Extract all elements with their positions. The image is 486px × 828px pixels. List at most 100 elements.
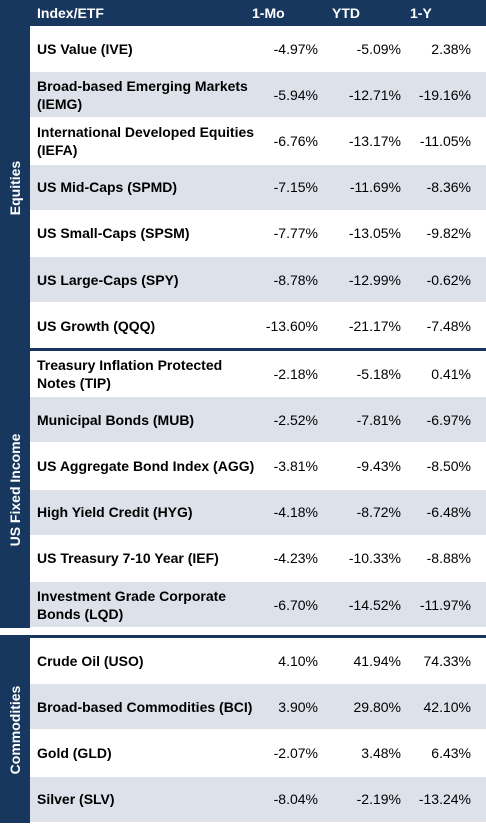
row-ytd: -5.18% bbox=[356, 365, 401, 382]
row-1-mo: -13.60% bbox=[265, 317, 318, 334]
row-name: International Developed Equities (IEFA) bbox=[37, 123, 255, 158]
table-row: US Treasury 7-10 Year (IEF) -4.23% -10.33%… bbox=[30, 535, 486, 582]
row-1-mo: -4.18% bbox=[273, 504, 318, 521]
row-ytd: -11.69% bbox=[349, 179, 401, 196]
row-ytd: -8.72% bbox=[356, 504, 401, 521]
header-index-etf: Index/ETF bbox=[37, 5, 104, 21]
table-row: Crude Oil (USO) 4.10% 41.94% 74.33% bbox=[30, 638, 486, 684]
row-ytd: 29.80% bbox=[353, 698, 401, 715]
row-ytd: -10.33% bbox=[348, 550, 401, 567]
row-ytd: -13.17% bbox=[348, 132, 401, 149]
section-commodities: Commodities Crude Oil (USO) 4.10% 41.94% 74.… bbox=[0, 638, 486, 823]
row-1-y: -6.97% bbox=[426, 411, 471, 428]
row-1-y: -8.50% bbox=[426, 457, 471, 474]
row-1-y: -6.48% bbox=[426, 504, 471, 521]
row-1-y: -7.48% bbox=[426, 317, 471, 334]
row-ytd: -2.19% bbox=[356, 791, 401, 808]
table-row: US Large-Caps (SPY) -8.78% -12.99% -0.62% bbox=[30, 257, 486, 303]
row-name: US Large-Caps (SPY) bbox=[37, 271, 179, 288]
row-1-y: 0.41% bbox=[431, 365, 471, 382]
section-label-text: Commodities bbox=[7, 686, 23, 775]
row-1-y: -19.16% bbox=[418, 86, 471, 103]
table-row: Broad-based Emerging Markets (IEMG) -5.94… bbox=[30, 72, 486, 119]
row-name: Broad-based Emerging Markets (IEMG) bbox=[37, 77, 248, 112]
row-1-y: -11.97% bbox=[419, 596, 471, 613]
row-1-y: 74.33% bbox=[423, 652, 471, 669]
section-label-us-fixed-income: US Fixed Income bbox=[0, 351, 30, 629]
row-name: Crude Oil (USO) bbox=[37, 652, 144, 669]
row-name: US Aggregate Bond Index (AGG) bbox=[37, 457, 255, 474]
table-row: International Developed Equities (IEFA) -… bbox=[30, 118, 486, 165]
table-row: Treasury Inflation Protected Notes (TIP)… bbox=[30, 351, 486, 397]
section-label-commodities: Commodities bbox=[0, 638, 30, 823]
row-ytd: -9.43% bbox=[356, 457, 401, 474]
row-ytd: -14.52% bbox=[348, 596, 401, 613]
section-label-equities: Equities bbox=[0, 26, 30, 350]
row-1-mo: 4.10% bbox=[278, 652, 318, 669]
row-ytd: -13.05% bbox=[348, 225, 401, 242]
row-1-mo: -3.81% bbox=[273, 457, 318, 474]
table-row: US Value (IVE) -4.97% -5.09% 2.38% bbox=[30, 26, 486, 72]
row-1-y: -11.05% bbox=[419, 132, 471, 149]
section-label-text: US Fixed Income bbox=[7, 433, 23, 546]
section-divider bbox=[0, 635, 486, 638]
row-1-y: 2.38% bbox=[431, 40, 471, 57]
row-1-y: -9.82% bbox=[426, 225, 471, 242]
row-name: US Value (IVE) bbox=[37, 40, 133, 57]
row-1-mo: -6.76% bbox=[273, 132, 318, 149]
row-1-mo: 3.90% bbox=[278, 698, 318, 715]
row-ytd: 3.48% bbox=[361, 744, 401, 761]
row-name: Treasury Inflation Protected Notes (TIP) bbox=[37, 356, 223, 391]
row-name: Silver (SLV) bbox=[37, 791, 115, 808]
table-row: US Mid-Caps (SPMD) -7.15% -11.69% -8.36% bbox=[30, 164, 486, 211]
table-row: Investment Grade Corporate Bonds (LQD) -6… bbox=[30, 582, 486, 628]
table-row: Broad-based Commodities (BCI) 3.90% 29.80%… bbox=[30, 684, 486, 731]
row-1-mo: -7.15% bbox=[273, 179, 318, 196]
row-1-y: -8.36% bbox=[426, 179, 471, 196]
row-1-y: 6.43% bbox=[431, 744, 471, 761]
row-name: US Small-Caps (SPSM) bbox=[37, 225, 190, 242]
row-name: Investment Grade Corporate Bonds (LQD) bbox=[37, 587, 227, 622]
row-1-mo: -6.70% bbox=[273, 596, 318, 613]
row-ytd: 41.94% bbox=[353, 652, 401, 669]
row-1-mo: -2.07% bbox=[273, 744, 318, 761]
row-name: Gold (GLD) bbox=[37, 744, 112, 761]
row-name: US Growth (QQQ) bbox=[37, 317, 156, 334]
table-row: Silver (SLV) -8.04% -2.19% -13.24% bbox=[30, 776, 486, 823]
row-1-mo: -4.97% bbox=[273, 40, 318, 57]
table-header: Index/ETF 1-Mo YTD 1-Y bbox=[0, 0, 486, 26]
row-name: High Yield Credit (HYG) bbox=[37, 504, 193, 521]
row-ytd: -21.17% bbox=[348, 317, 401, 334]
row-1-mo: -4.23% bbox=[273, 550, 318, 567]
section-divider bbox=[0, 348, 486, 351]
row-1-mo: -7.77% bbox=[273, 225, 318, 242]
row-1-mo: -5.94% bbox=[273, 86, 318, 103]
section-label-text: Equities bbox=[7, 160, 23, 215]
row-ytd: -12.99% bbox=[348, 271, 401, 288]
row-ytd: -12.71% bbox=[348, 86, 401, 103]
table-row: Gold (GLD) -2.07% 3.48% 6.43% bbox=[30, 730, 486, 777]
row-name: US Mid-Caps (SPMD) bbox=[37, 179, 177, 196]
row-1-y: 42.10% bbox=[423, 698, 471, 715]
header-1-mo: 1-Mo bbox=[252, 5, 285, 21]
header-ytd: YTD bbox=[332, 5, 360, 21]
row-1-y: -8.88% bbox=[426, 550, 471, 567]
section-equities: Equities US Value (IVE) -4.97% -5.09% 2.38% B… bbox=[0, 26, 486, 350]
table-row: Municipal Bonds (MUB) -2.52% -7.81% -6.97% bbox=[30, 397, 486, 444]
row-1-mo: -8.04% bbox=[273, 791, 318, 808]
section-us-fixed-income: US Fixed Income Treasury Inflation Protec… bbox=[0, 351, 486, 629]
row-1-mo: -2.18% bbox=[273, 365, 318, 382]
row-name: Municipal Bonds (MUB) bbox=[37, 411, 195, 428]
row-1-y: -13.24% bbox=[418, 791, 471, 808]
row-name: Broad-based Commodities (BCI) bbox=[37, 698, 253, 715]
table-row: US Growth (QQQ) -13.60% -21.17% -7.48% bbox=[30, 303, 486, 350]
header-1-y: 1-Y bbox=[410, 5, 432, 21]
table-row: US Aggregate Bond Index (AGG) -3.81% -9.43… bbox=[30, 443, 486, 490]
table-row: US Small-Caps (SPSM) -7.77% -13.05% -9.82% bbox=[30, 210, 486, 257]
row-1-mo: -2.52% bbox=[273, 411, 318, 428]
row-ytd: -7.81% bbox=[356, 411, 401, 428]
row-ytd: -5.09% bbox=[356, 40, 401, 57]
table-row: High Yield Credit (HYG) -4.18% -8.72% -6.48… bbox=[30, 489, 486, 536]
row-1-y: -0.62% bbox=[426, 271, 471, 288]
